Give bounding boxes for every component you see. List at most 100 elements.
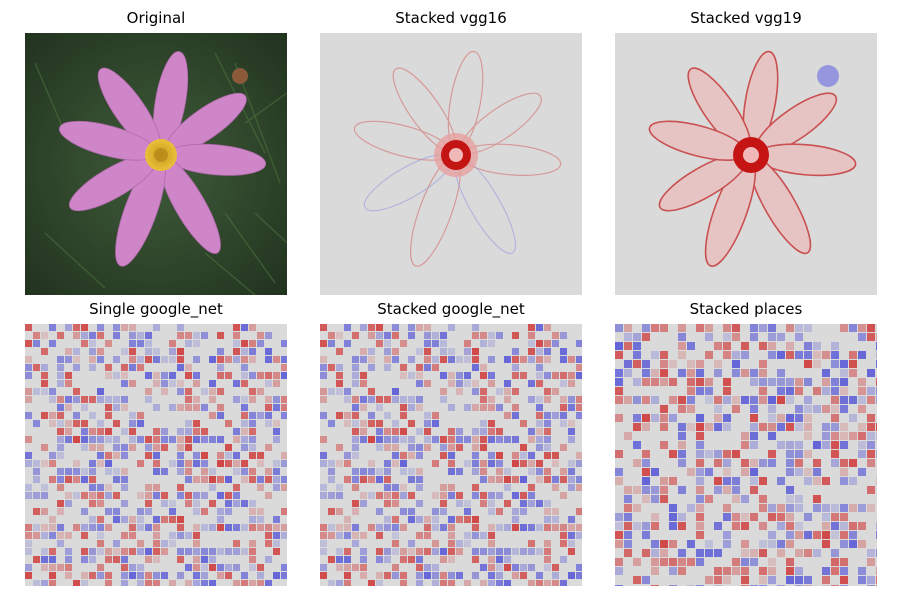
saliency-cell xyxy=(448,532,455,539)
saliency-cell xyxy=(225,460,232,467)
saliency-cell xyxy=(849,459,857,467)
saliency-cell xyxy=(849,432,857,440)
saliency-cell xyxy=(678,432,686,440)
saliency-cell xyxy=(464,436,471,443)
saliency-cell xyxy=(660,495,668,503)
saliency-cell xyxy=(177,404,184,411)
saliency-cell xyxy=(813,477,821,485)
saliency-cell xyxy=(624,540,632,548)
saliency-cell xyxy=(281,364,287,371)
saliency-cell xyxy=(615,540,623,548)
saliency-cell xyxy=(153,572,160,579)
saliency-cell xyxy=(786,468,794,476)
saliency-cell xyxy=(504,500,511,507)
saliency-cell xyxy=(472,380,479,387)
saliency-cell xyxy=(432,420,439,427)
saliency-cell xyxy=(714,549,722,557)
saliency-cell xyxy=(651,567,659,575)
saliency-cell xyxy=(121,564,128,571)
saliency-cell xyxy=(568,540,575,547)
saliency-cell xyxy=(642,549,650,557)
saliency-cell xyxy=(831,432,839,440)
saliency-cell xyxy=(360,356,367,363)
saliency-cell xyxy=(849,351,857,359)
saliency-cell xyxy=(615,558,623,566)
saliency-cell xyxy=(241,412,248,419)
saliency-cell xyxy=(81,524,88,531)
saliency-cell xyxy=(552,388,559,395)
saliency-cell xyxy=(121,372,128,379)
saliency-cell xyxy=(201,404,208,411)
saliency-cell xyxy=(320,564,327,571)
saliency-cell xyxy=(759,522,767,530)
saliency-cell xyxy=(368,580,375,586)
saliency-cell xyxy=(384,356,391,363)
saliency-cell xyxy=(336,508,343,515)
saliency-cell xyxy=(400,364,407,371)
saliency-cell xyxy=(209,396,216,403)
saliency-cell xyxy=(696,423,704,431)
saliency-cell xyxy=(768,540,776,548)
saliency-cell xyxy=(678,549,686,557)
saliency-cell xyxy=(867,459,875,467)
saliency-cell xyxy=(392,532,399,539)
saliency-cell xyxy=(121,548,128,555)
saliency-cell xyxy=(822,477,830,485)
saliency-cell xyxy=(464,340,471,347)
saliency-cell xyxy=(858,432,866,440)
saliency-cell xyxy=(840,540,848,548)
saliency-cell xyxy=(615,387,623,395)
saliency-cell xyxy=(49,324,56,331)
saliency-cell xyxy=(25,372,32,379)
saliency-cell xyxy=(624,342,632,350)
saliency-cell xyxy=(65,476,72,483)
saliency-cell xyxy=(480,364,487,371)
saliency-cell xyxy=(33,340,40,347)
saliency-cell xyxy=(105,548,112,555)
saliency-cell xyxy=(416,404,423,411)
saliency-cell xyxy=(97,428,104,435)
saliency-cell xyxy=(448,580,455,586)
saliency-cell xyxy=(89,436,96,443)
saliency-cell xyxy=(488,452,495,459)
saliency-cell xyxy=(392,348,399,355)
saliency-cell xyxy=(858,405,866,413)
saliency-cell xyxy=(696,324,704,332)
saliency-cell xyxy=(633,576,641,584)
saliency-cell xyxy=(768,459,776,467)
saliency-cell xyxy=(840,423,848,431)
saliency-cell xyxy=(660,558,668,566)
saliency-cell xyxy=(169,460,176,467)
saliency-cell xyxy=(660,423,668,431)
saliency-cell xyxy=(392,356,399,363)
saliency-cell xyxy=(804,477,812,485)
saliency-cell xyxy=(129,340,136,347)
saliency-cell xyxy=(193,508,200,515)
saliency-cell xyxy=(642,495,650,503)
saliency-cell xyxy=(568,420,575,427)
panel-title-stacked-vgg16: Stacked vgg16 xyxy=(395,9,507,27)
saliency-cell xyxy=(456,372,463,379)
saliency-cell xyxy=(368,356,375,363)
saliency-cell xyxy=(33,364,40,371)
saliency-cell xyxy=(209,524,216,531)
saliency-cell xyxy=(786,387,794,395)
saliency-cell xyxy=(705,495,713,503)
saliency-cell xyxy=(265,556,272,563)
saliency-cell xyxy=(723,459,731,467)
saliency-cell xyxy=(233,500,240,507)
saliency-cell xyxy=(723,486,731,494)
saliency-cell xyxy=(840,468,848,476)
saliency-cell xyxy=(472,348,479,355)
saliency-cell xyxy=(81,436,88,443)
saliency-cell xyxy=(336,556,343,563)
saliency-cell xyxy=(177,572,184,579)
saliency-cell xyxy=(249,324,256,331)
saliency-cell xyxy=(831,549,839,557)
saliency-cell xyxy=(512,564,519,571)
saliency-cell xyxy=(696,531,704,539)
saliency-cell xyxy=(750,486,758,494)
saliency-cell xyxy=(496,548,503,555)
saliency-cell xyxy=(552,508,559,515)
saliency-cell xyxy=(89,364,96,371)
